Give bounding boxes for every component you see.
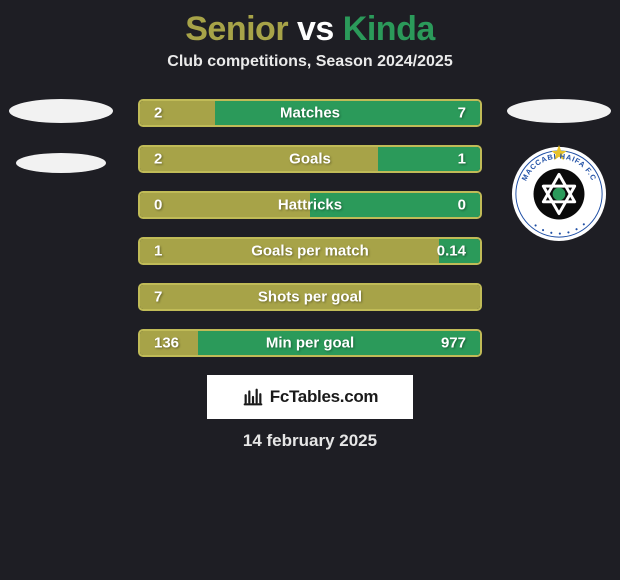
right-club-logo: MACCABI HAIFA F.C • • • • • • • (510, 143, 608, 241)
stat-row: 2 7 Matches (138, 99, 482, 127)
stat-value-right: 0.14 (437, 243, 466, 260)
stat-value-left: 136 (154, 335, 179, 352)
right-club-column: MACCABI HAIFA F.C • • • • • • • (504, 99, 614, 241)
stat-label: Matches (280, 105, 340, 122)
right-placeholder-ellipse (507, 99, 611, 123)
fctables-logo-icon (242, 386, 264, 408)
stat-row: 7 Shots per goal (138, 283, 482, 311)
stat-value-right: 977 (441, 335, 466, 352)
stat-value-left: 2 (154, 105, 162, 122)
left-placeholder-ellipse-1 (9, 99, 113, 123)
player-a-name: Senior (185, 10, 288, 48)
stat-bar-left (140, 101, 215, 125)
maccabi-haifa-logo-icon: MACCABI HAIFA F.C • • • • • • • (510, 143, 608, 241)
stat-value-right: 7 (458, 105, 466, 122)
stat-label: Shots per goal (258, 289, 362, 306)
stat-label: Goals per match (251, 243, 369, 260)
stat-row: 0 0 Hattricks (138, 191, 482, 219)
left-placeholder-ellipse-2 (16, 153, 106, 173)
stat-row: 2 1 Goals (138, 145, 482, 173)
subtitle: Club competitions, Season 2024/2025 (0, 53, 620, 71)
page-title: Senior vs Kinda (0, 0, 620, 53)
stat-bars: 2 7 Matches 2 1 Goals 0 0 Hattricks 1 0.14 Goals pe… (138, 99, 482, 357)
stat-value-right: 0 (458, 197, 466, 214)
stat-bar-left (140, 147, 378, 171)
fctables-text: FcTables.com (270, 387, 379, 407)
stat-value-right: 1 (458, 151, 466, 168)
fctables-badge[interactable]: FcTables.com (207, 375, 413, 419)
stat-row: 136 977 Min per goal (138, 329, 482, 357)
stat-value-left: 0 (154, 197, 162, 214)
stat-label: Goals (289, 151, 331, 168)
stat-row: 1 0.14 Goals per match (138, 237, 482, 265)
stat-label: Min per goal (266, 335, 354, 352)
stat-value-left: 7 (154, 289, 162, 306)
comparison-content: MACCABI HAIFA F.C • • • • • • • 2 7 Matche… (0, 99, 620, 357)
stat-bar-right (215, 101, 480, 125)
stat-label: Hattricks (278, 197, 342, 214)
vs-separator: vs (297, 10, 334, 48)
stat-value-left: 2 (154, 151, 162, 168)
stat-value-left: 1 (154, 243, 162, 260)
date-text: 14 february 2025 (0, 431, 620, 451)
left-club-column (6, 99, 116, 173)
player-b-name: Kinda (343, 10, 435, 48)
